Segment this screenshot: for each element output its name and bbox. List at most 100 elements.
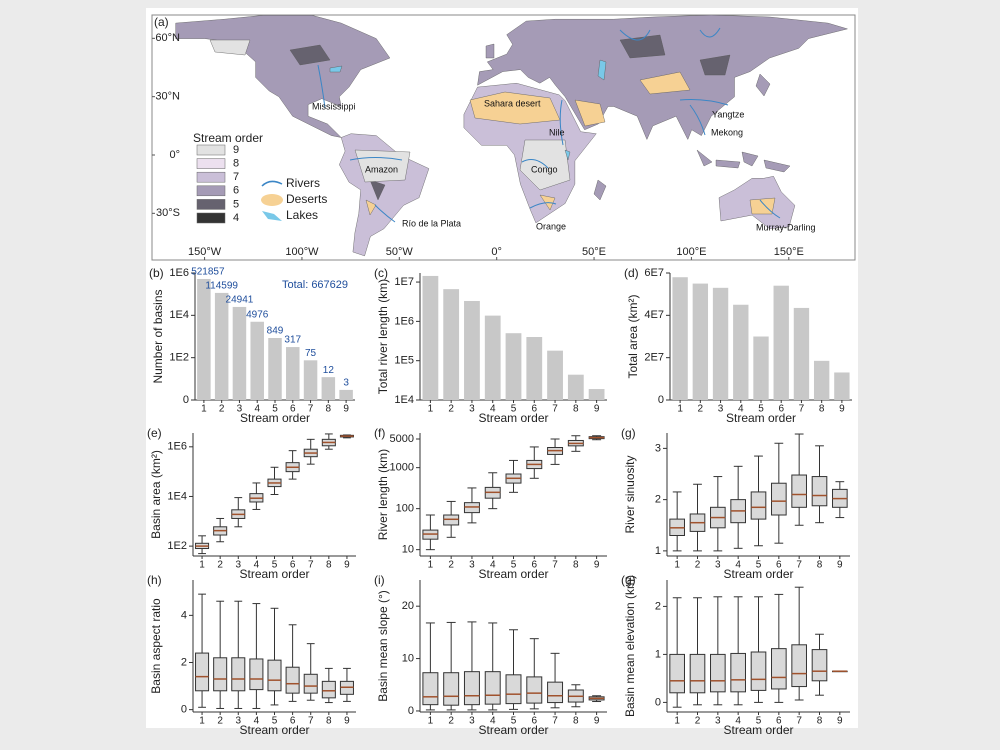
- box: [811, 476, 828, 507]
- x-tick-label: 7: [799, 404, 805, 415]
- x-tick-label: 6: [290, 716, 296, 727]
- x-tick-label: 3: [237, 404, 243, 415]
- bar: [834, 372, 850, 400]
- x-tick-label: 2: [695, 716, 701, 727]
- y-tick-label: 6E7: [644, 267, 664, 279]
- box: [422, 672, 439, 706]
- legend-label: 5: [233, 198, 239, 210]
- x-tick-label: 1: [199, 716, 205, 727]
- bar: [422, 275, 439, 400]
- bar: [567, 374, 584, 400]
- x-tick-label: 6: [531, 560, 537, 571]
- data-label: 12: [323, 365, 335, 376]
- bar: [268, 338, 282, 400]
- y-tick-label: 2: [181, 656, 187, 668]
- x-tick-label: 4: [735, 560, 741, 571]
- x-axis-label: Stream order: [239, 723, 309, 737]
- bar: [232, 306, 247, 400]
- bar: [672, 277, 688, 400]
- x-tick-label: 0°: [491, 246, 502, 258]
- x-tick-label: 5: [511, 560, 517, 571]
- box: [231, 657, 246, 692]
- place-label: Yangtze: [712, 109, 744, 119]
- legend-title: Stream order: [193, 131, 263, 145]
- x-tick-label: 4: [735, 716, 741, 727]
- legend-label: 4: [233, 212, 239, 224]
- x-tick-label: 7: [552, 716, 558, 727]
- river: [679, 99, 729, 106]
- y-tick-label: 0: [408, 705, 414, 717]
- data-label: 521857: [191, 267, 225, 278]
- x-tick-label: 4: [490, 560, 496, 571]
- bar: [286, 347, 300, 400]
- x-tick-label: 2: [219, 404, 225, 415]
- x-tick-label: 8: [326, 404, 332, 415]
- place-label: Río de la Plata: [402, 218, 461, 228]
- x-tick-label: 3: [469, 404, 475, 415]
- legend-label: Rivers: [286, 176, 320, 190]
- legend-swatch: [196, 185, 226, 197]
- place-label: Mekong: [711, 127, 743, 137]
- y-tick-label: 1: [655, 648, 661, 660]
- x-tick-label: 4: [490, 404, 496, 415]
- box: [321, 680, 336, 699]
- x-tick-label: 4: [490, 716, 496, 727]
- x-tick-label: 1: [428, 716, 434, 727]
- data-label: 4976: [246, 309, 269, 320]
- y-tick-label: 0: [181, 704, 187, 716]
- bar: [813, 360, 830, 400]
- x-tick-label: 6: [531, 716, 537, 727]
- bar: [484, 315, 501, 400]
- box: [285, 666, 300, 694]
- y-tick-label: 1E4: [394, 394, 414, 406]
- y-tick-label: 1E6: [167, 441, 187, 453]
- panel-label: (b): [149, 266, 164, 280]
- x-tick-label: 8: [819, 404, 825, 415]
- y-axis-label: Basin mean slope (°): [376, 590, 390, 702]
- x-tick-label: 50°E: [582, 246, 606, 258]
- river: [349, 157, 403, 161]
- y-tick-label: 1000: [390, 462, 414, 474]
- lakes: [329, 59, 607, 161]
- legend-label: 6: [233, 185, 239, 197]
- y-tick-label: 1E7: [394, 276, 414, 288]
- x-tick-label: 2: [217, 560, 223, 571]
- bar: [505, 333, 522, 400]
- data-label: 75: [305, 348, 317, 359]
- river: [521, 159, 549, 169]
- panel-label: (f): [374, 426, 385, 440]
- legend-swatch: [262, 211, 282, 221]
- box: [771, 482, 787, 516]
- x-axis-label: Stream order: [240, 411, 310, 425]
- legend-label: Deserts: [286, 192, 327, 206]
- x-tick-label: 5: [756, 716, 762, 727]
- x-tick-label: 1: [428, 560, 434, 571]
- x-axis-label: Stream order: [478, 567, 548, 581]
- data-label: 317: [284, 335, 301, 346]
- bar: [793, 307, 810, 400]
- x-tick-label: 1: [677, 404, 683, 415]
- legend-swatch: [261, 194, 283, 206]
- place-label: Congo: [531, 164, 558, 174]
- x-tick-label: 7: [308, 404, 314, 415]
- x-tick-label: 4: [254, 404, 260, 415]
- y-tick-label: 1E6: [394, 315, 414, 327]
- data-label: 849: [267, 326, 284, 337]
- x-tick-label: 2: [695, 560, 701, 571]
- x-tick-label: 6: [776, 716, 782, 727]
- bar: [339, 389, 353, 400]
- x-tick-label: 5: [272, 404, 278, 415]
- box: [303, 673, 318, 694]
- land: [175, 15, 849, 257]
- y-tick-label: 100: [396, 503, 414, 515]
- y-tick-label: 30°S: [156, 207, 180, 219]
- y-axis-label: River sinuosity: [623, 455, 637, 533]
- x-tick-label: 1: [199, 560, 205, 571]
- legend-swatch: [196, 212, 226, 224]
- x-tick-label: 150°E: [774, 246, 804, 258]
- x-tick-label: 5: [272, 560, 278, 571]
- bar: [588, 389, 605, 400]
- panel-label: (h): [147, 573, 162, 587]
- place-label: Orange: [536, 221, 566, 231]
